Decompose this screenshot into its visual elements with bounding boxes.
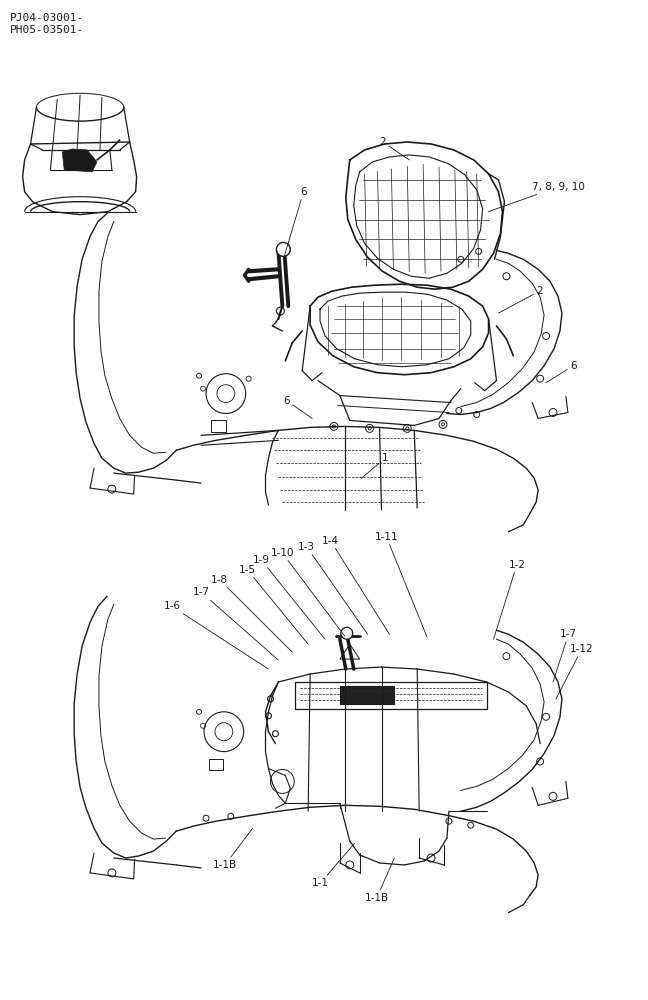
Circle shape <box>341 627 353 639</box>
Text: 6: 6 <box>283 396 312 418</box>
Circle shape <box>277 242 290 256</box>
Text: 1-7: 1-7 <box>553 629 577 682</box>
Text: 1-10: 1-10 <box>270 548 345 636</box>
Text: 2: 2 <box>498 286 543 313</box>
Text: 1-5: 1-5 <box>238 565 308 644</box>
Text: 1-3: 1-3 <box>298 542 367 634</box>
Bar <box>340 686 395 704</box>
Text: PH05-03501-: PH05-03501- <box>10 25 84 35</box>
Text: 1-1: 1-1 <box>312 843 354 888</box>
Polygon shape <box>62 149 97 172</box>
Text: 1-1B: 1-1B <box>213 828 253 870</box>
Text: 1-6: 1-6 <box>163 601 268 669</box>
Text: 1-1B: 1-1B <box>365 858 395 903</box>
Text: 6: 6 <box>283 187 307 259</box>
Text: 1-9: 1-9 <box>253 555 325 639</box>
Text: 1-2: 1-2 <box>494 560 526 639</box>
Text: PJ04-03001-: PJ04-03001- <box>10 13 84 23</box>
Text: 1-11: 1-11 <box>375 532 427 637</box>
Text: 6: 6 <box>546 361 577 383</box>
Text: 1-4: 1-4 <box>322 536 389 634</box>
Text: 7, 8, 9, 10: 7, 8, 9, 10 <box>489 182 585 212</box>
Text: 1-12: 1-12 <box>556 644 594 699</box>
Text: 1-8: 1-8 <box>211 575 292 652</box>
Text: 1: 1 <box>362 453 388 478</box>
Text: 2: 2 <box>380 137 410 160</box>
Text: 1-7: 1-7 <box>193 587 279 660</box>
